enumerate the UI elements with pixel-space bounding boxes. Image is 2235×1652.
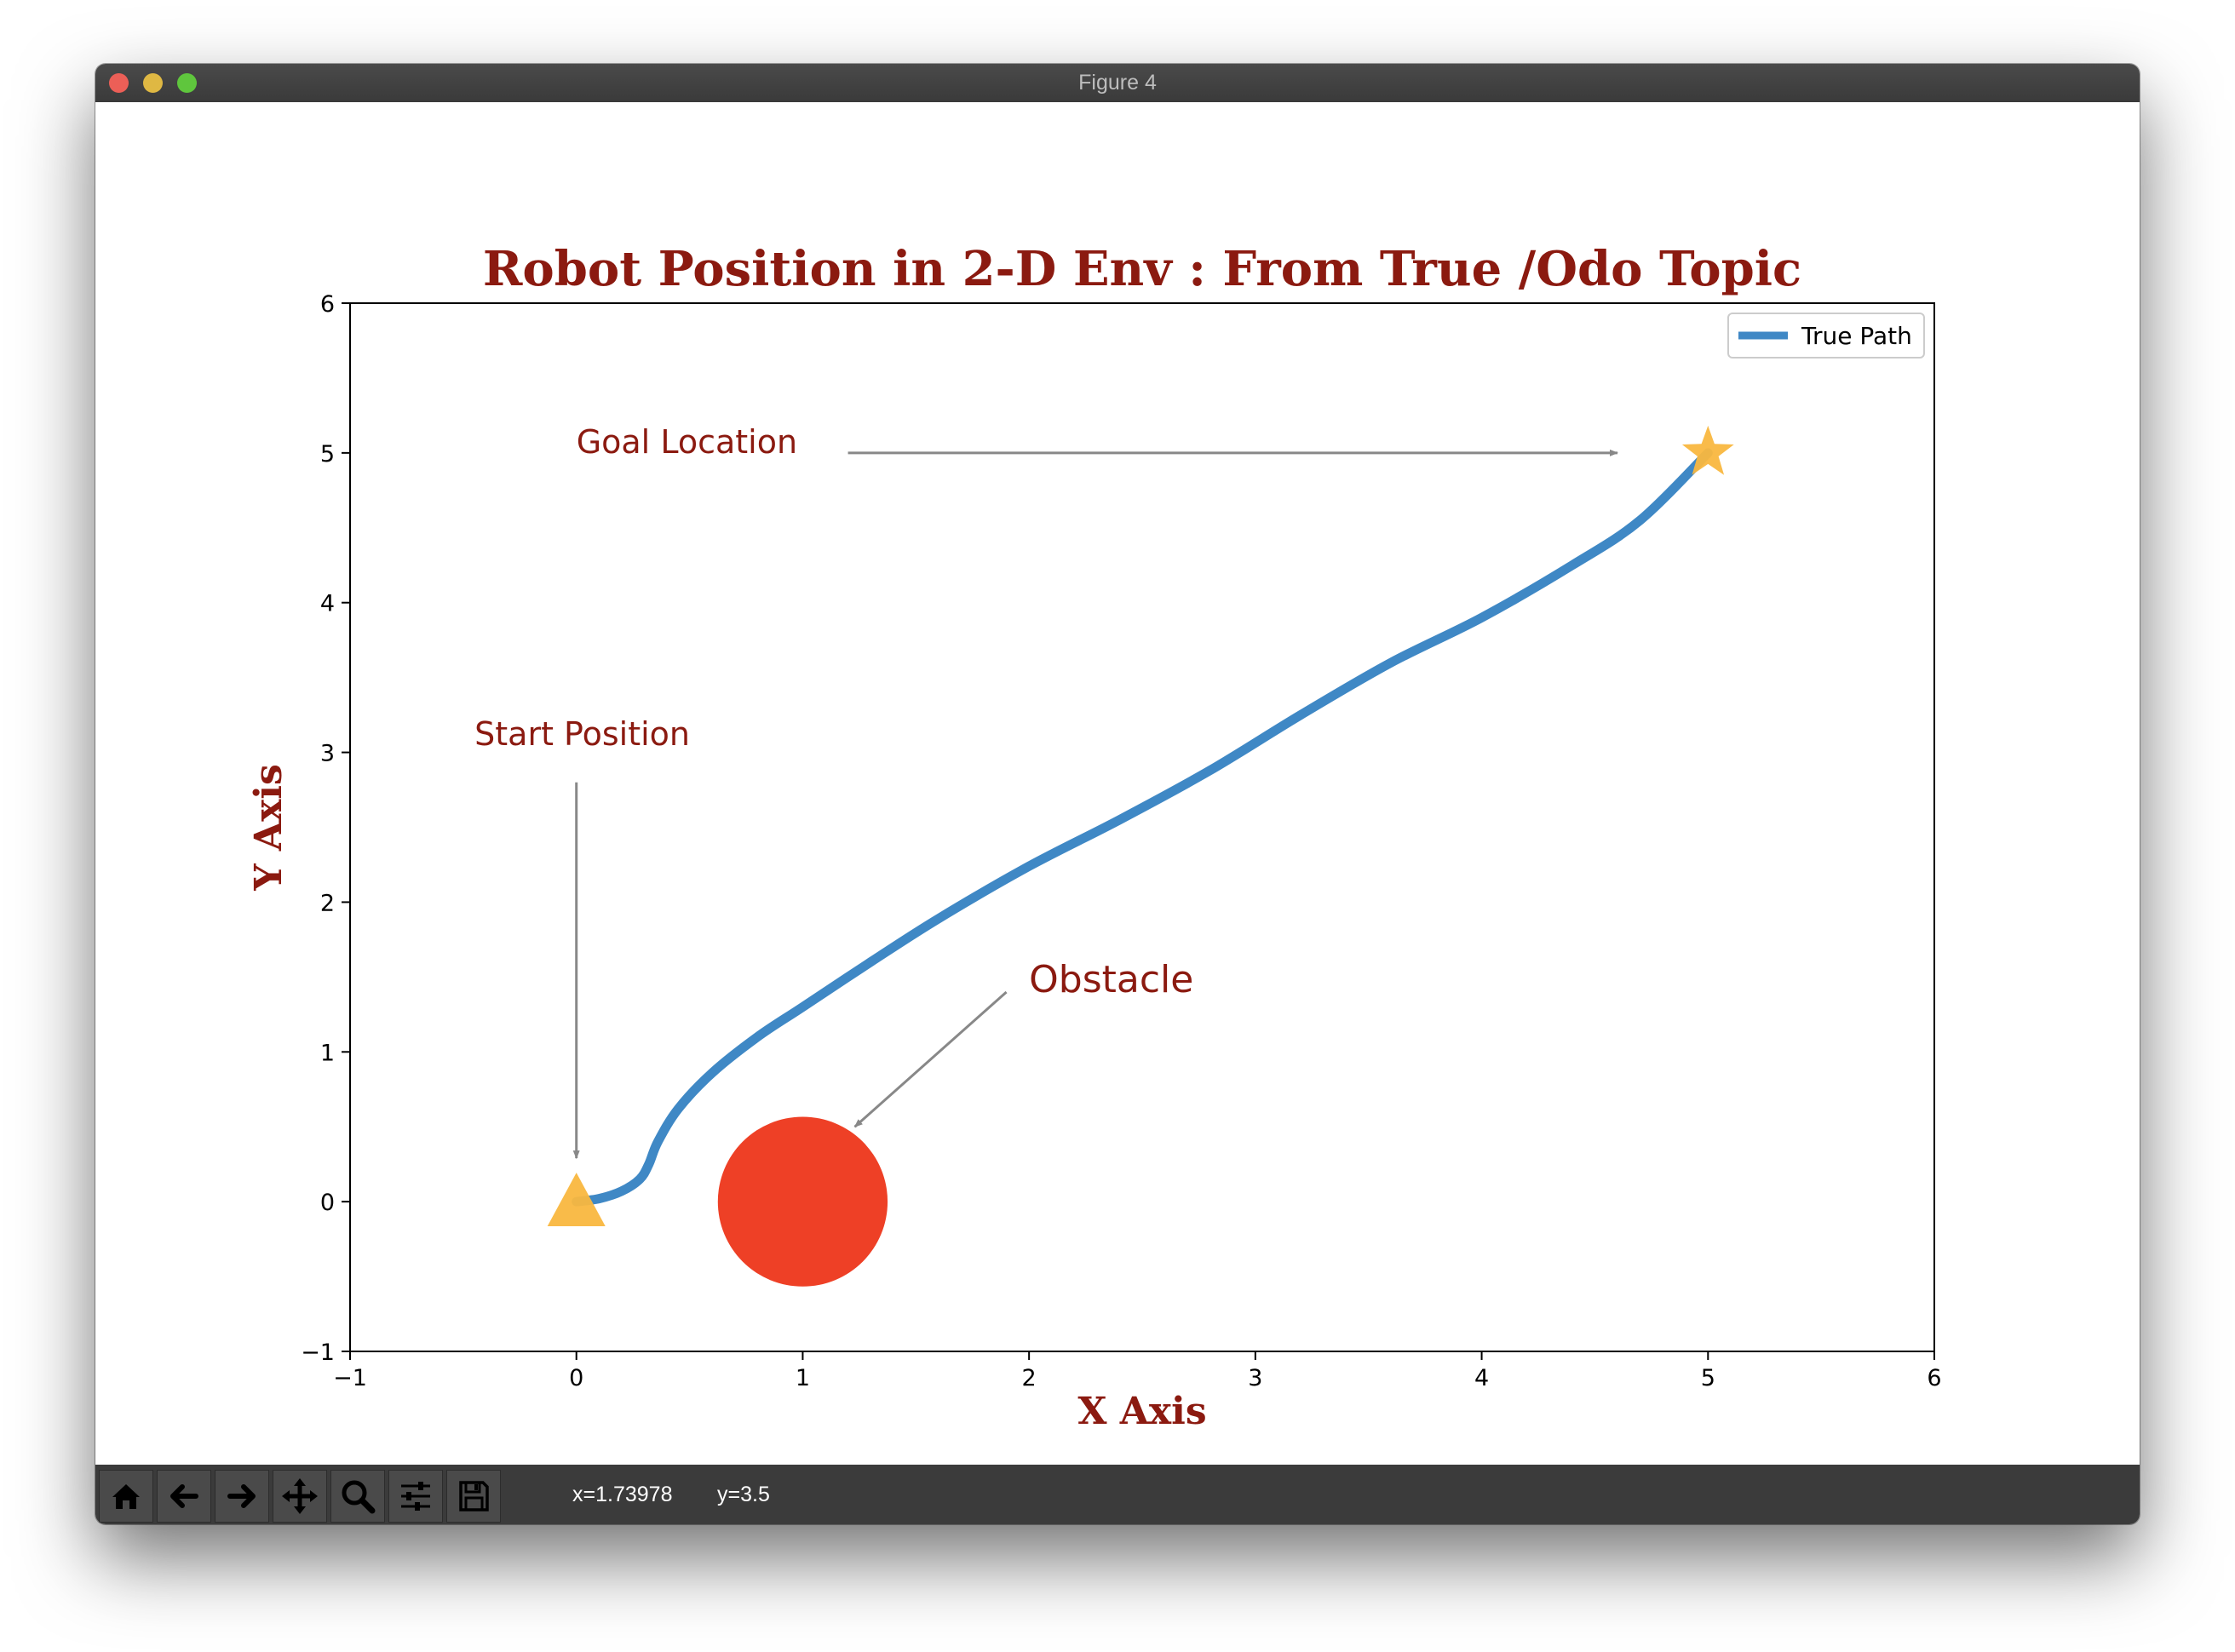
close-window-button[interactable] [109, 73, 129, 93]
y-tick-label: 4 [320, 591, 335, 617]
legend: True Path [1727, 313, 1925, 359]
x-tick-label: 6 [1927, 1365, 1941, 1391]
back-button[interactable] [157, 1470, 211, 1523]
magnifier-icon [342, 1480, 376, 1514]
y-tick-label: 0 [320, 1190, 335, 1216]
y-tick-label: 1 [320, 1040, 335, 1066]
goal-marker [1681, 425, 1734, 475]
axes-frame [349, 302, 1935, 1352]
arrow-right-icon [227, 1484, 256, 1508]
y-tick-label: −1 [301, 1339, 335, 1366]
y-coordinate-readout: y=3.5 [717, 1483, 770, 1506]
sliders-icon [401, 1482, 430, 1511]
plot-svg[interactable]: Robot Position in 2-D Env : From True /O… [95, 102, 2140, 1465]
configure-subplots-button[interactable] [388, 1470, 443, 1523]
x-tick-label: 0 [569, 1365, 583, 1391]
y-tick-label: 2 [320, 890, 335, 916]
start-annotation: Start Position [474, 715, 690, 753]
home-icon [112, 1484, 140, 1509]
x-coordinate-readout: x=1.73978 [572, 1483, 673, 1506]
y-axis-label: Y Axis [247, 764, 290, 892]
legend-label: True Path [1801, 322, 1912, 350]
obstacle-annotation: Obstacle [1029, 958, 1193, 1001]
x-axis-label: X Axis [1077, 1390, 1206, 1433]
y-tick-label: 3 [320, 741, 335, 767]
navigation-toolbar: x=1.73978 y=3.5 [95, 1465, 2140, 1524]
move-icon [282, 1478, 318, 1514]
arrow-left-icon [170, 1484, 198, 1508]
x-tick-label: 3 [1248, 1365, 1262, 1391]
x-tick-label: 1 [796, 1365, 810, 1391]
x-tick-label: 2 [1022, 1365, 1037, 1391]
obstacle-annotation-arrow [853, 990, 1008, 1128]
window-title: Figure 4 [1078, 71, 1157, 95]
start-marker [547, 1173, 606, 1227]
true-path-line [572, 448, 1713, 1207]
x-tick-label: −1 [333, 1365, 367, 1391]
title-bar[interactable]: Figure 4 [95, 64, 2140, 102]
chart-title: Robot Position in 2-D Env : From True /O… [483, 241, 1801, 297]
zoom-window-button[interactable] [177, 73, 197, 93]
pan-button[interactable] [273, 1470, 327, 1523]
plot-canvas[interactable]: Robot Position in 2-D Env : From True /O… [95, 102, 2140, 1465]
minimize-window-button[interactable] [143, 73, 163, 93]
y-tick-label: 6 [320, 291, 335, 318]
forward-button[interactable] [215, 1470, 269, 1523]
x-tick-label: 4 [1474, 1365, 1489, 1391]
obstacle-circle [717, 1116, 888, 1287]
figure-window: Figure 4 Robot Position in 2-D Env : Fro… [95, 64, 2140, 1524]
y-tick-label: 5 [320, 441, 335, 467]
goal-annotation: Goal Location [577, 423, 797, 461]
x-tick-label: 5 [1701, 1365, 1715, 1391]
legend-box [1727, 313, 1925, 359]
zoom-button[interactable] [330, 1470, 385, 1523]
floppy-disk-icon [459, 1481, 489, 1511]
home-button[interactable] [99, 1470, 153, 1523]
save-button[interactable] [446, 1470, 501, 1523]
